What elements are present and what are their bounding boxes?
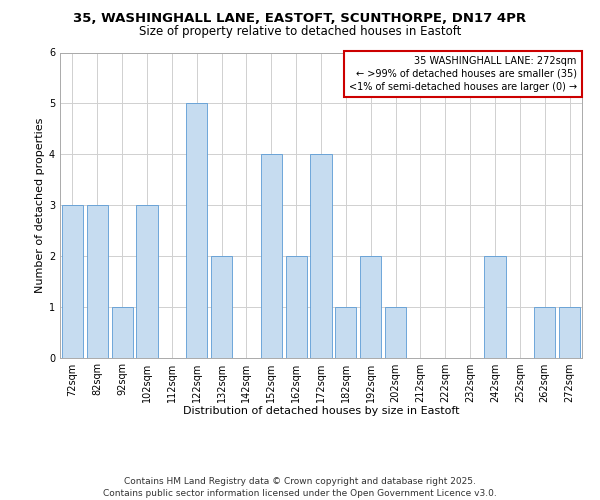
Bar <box>385 306 406 358</box>
Y-axis label: Number of detached properties: Number of detached properties <box>35 118 45 292</box>
Text: 35 WASHINGHALL LANE: 272sqm
← >99% of detached houses are smaller (35)
<1% of se: 35 WASHINGHALL LANE: 272sqm ← >99% of de… <box>349 56 577 92</box>
Bar <box>211 256 232 358</box>
Bar <box>559 306 580 358</box>
Bar <box>186 104 207 358</box>
Text: Size of property relative to detached houses in Eastoft: Size of property relative to detached ho… <box>139 25 461 38</box>
Bar <box>87 205 108 358</box>
Bar <box>62 205 83 358</box>
Bar <box>261 154 282 358</box>
Bar <box>286 256 307 358</box>
Text: 35, WASHINGHALL LANE, EASTOFT, SCUNTHORPE, DN17 4PR: 35, WASHINGHALL LANE, EASTOFT, SCUNTHORP… <box>73 12 527 26</box>
Bar <box>484 256 506 358</box>
Bar <box>310 154 332 358</box>
Bar <box>136 205 158 358</box>
Bar <box>335 306 356 358</box>
X-axis label: Distribution of detached houses by size in Eastoft: Distribution of detached houses by size … <box>183 406 459 416</box>
Bar <box>534 306 555 358</box>
Bar <box>112 306 133 358</box>
Text: Contains HM Land Registry data © Crown copyright and database right 2025.
Contai: Contains HM Land Registry data © Crown c… <box>103 476 497 498</box>
Bar <box>360 256 381 358</box>
